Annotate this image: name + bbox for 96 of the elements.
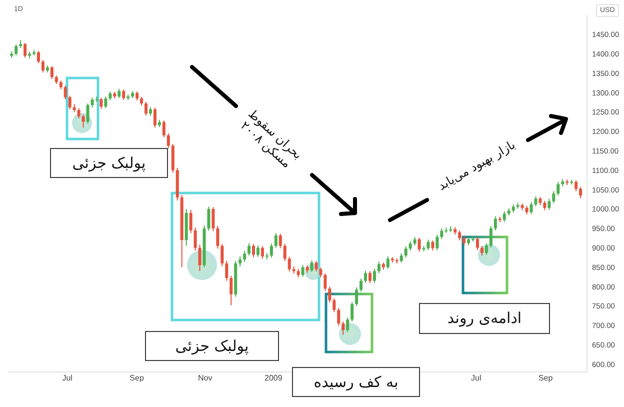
candlestick (68, 95, 72, 110)
candlestick (400, 252, 403, 264)
candlestick (476, 236, 480, 251)
candlestick (534, 196, 538, 207)
candlestick (90, 97, 94, 108)
candlestick (24, 42, 27, 58)
candlestick (556, 181, 560, 196)
candlestick (153, 107, 156, 128)
candlestick (548, 198, 551, 210)
candlestick (346, 317, 350, 333)
candlestick (332, 298, 336, 313)
candlestick (207, 206, 210, 232)
candlestick (431, 240, 434, 252)
annotation: پولبک جزئی (175, 336, 249, 355)
candlestick (301, 264, 304, 278)
candlestick (274, 232, 278, 248)
candlestick (162, 120, 166, 138)
candlestick (350, 302, 354, 322)
candlestick (337, 307, 340, 326)
candlestick (552, 190, 556, 204)
candlestick (530, 202, 533, 215)
candlestick (372, 268, 376, 284)
candlestick (86, 102, 90, 124)
candlestick (144, 101, 148, 116)
candlestick (220, 243, 224, 267)
candlestick (543, 200, 546, 211)
label-box: به کف رسیده (292, 367, 420, 397)
candlestick (194, 227, 197, 252)
candlestick (408, 240, 412, 252)
candlestick (64, 85, 67, 100)
candlestick (462, 236, 466, 246)
candlestick (426, 239, 430, 251)
candlestick (484, 242, 488, 256)
candlestick (574, 180, 578, 192)
candlestick (288, 256, 291, 272)
candlestick (418, 237, 421, 252)
candlestick (212, 206, 215, 232)
annotation: پولبک جزئی (72, 154, 146, 172)
candlestick (14, 44, 18, 56)
candlestick (37, 50, 40, 64)
candlestick (494, 216, 497, 231)
candlestick (260, 246, 264, 260)
candlestick (252, 243, 256, 258)
candlestick (310, 260, 314, 272)
x-tick-label: Sep (538, 374, 554, 383)
x-tick-label: 2009 (264, 374, 283, 383)
label-box: پولبک جزئی (50, 148, 168, 178)
candlestick (360, 278, 363, 292)
candlestick (270, 243, 273, 258)
candlestick (50, 66, 54, 80)
candlestick (319, 267, 322, 278)
annotation: بحران سقوط مسکن ۲۰۰۸ (237, 106, 305, 173)
candlestick (198, 244, 202, 272)
candlestick (355, 286, 358, 307)
x-tick-label: Jul (471, 374, 482, 383)
candlestick (342, 321, 345, 336)
label-box: ادامه‌ی روند (419, 303, 550, 334)
candlestick (386, 256, 390, 270)
candlestick (377, 261, 380, 274)
candlestick (436, 234, 439, 251)
x-tick-label: Nov (198, 374, 212, 383)
candlestick (502, 210, 506, 222)
candlestick (404, 246, 408, 258)
candlestick (489, 226, 492, 248)
candlestick (480, 245, 484, 256)
x-tick-label: Jul (62, 374, 73, 383)
candlestick (118, 88, 121, 99)
candlestick (104, 96, 108, 109)
candlestick (283, 243, 286, 262)
candlestick (166, 132, 170, 149)
annotation: بازار بهبود می‌یابد (436, 137, 518, 194)
candlestick (122, 89, 126, 100)
candlestick (368, 270, 372, 284)
candlestick (189, 209, 192, 234)
candlestick (440, 228, 444, 240)
candlestick (256, 245, 260, 258)
candlestick (328, 286, 332, 304)
candlestick (41, 60, 44, 73)
annotation: ادامه‌ی روند (447, 309, 522, 328)
candlestick (238, 256, 242, 267)
candlestick (230, 275, 233, 306)
candlestick (579, 186, 582, 199)
x-tick-label: Sep (130, 374, 144, 383)
candlestick (100, 97, 103, 110)
candlestick (243, 250, 246, 262)
candlestick (314, 260, 318, 272)
candlestick (225, 260, 228, 282)
candlestick (248, 242, 251, 256)
candlestick (458, 230, 462, 241)
candlestick (216, 226, 220, 250)
candlestick (324, 272, 327, 292)
label-box: پولبک جزئی (145, 331, 279, 361)
candlestick (278, 233, 282, 249)
candlestick (364, 270, 368, 284)
candlestick (82, 114, 85, 128)
candlestick (77, 108, 80, 119)
